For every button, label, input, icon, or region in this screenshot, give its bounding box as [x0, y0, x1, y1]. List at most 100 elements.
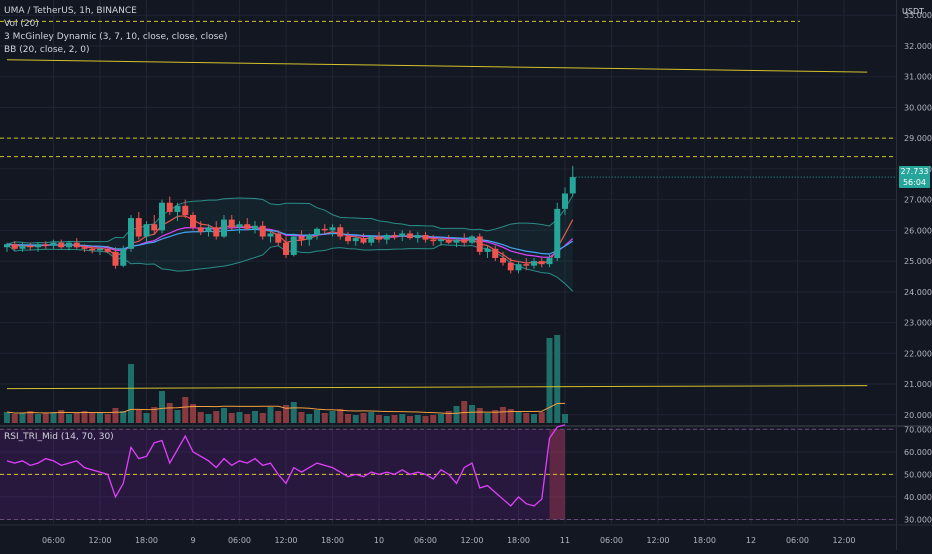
volume-bar	[11, 414, 18, 423]
volume-bar	[376, 415, 382, 423]
time-tick-label: 12:00	[274, 536, 297, 545]
rsi-line	[6, 424, 566, 507]
candle-body	[228, 219, 235, 228]
time-tick-label: 06:00	[42, 536, 65, 545]
quote-currency: USDT	[902, 7, 924, 16]
time-tick-label: 9	[190, 536, 195, 545]
time-tick-label: 06:00	[600, 536, 623, 545]
volume-bar	[97, 412, 103, 423]
volume-bar	[469, 405, 475, 423]
price-tick-label: 30.000	[904, 103, 932, 112]
candle-body	[376, 236, 382, 240]
volume-bar	[329, 411, 336, 423]
volume-bar	[430, 415, 437, 423]
candle-body	[314, 228, 320, 235]
mcginley-legend[interactable]: 3 McGinley Dynamic (3, 7, 10, close, clo…	[4, 32, 228, 42]
candle-body	[259, 225, 266, 237]
time-tick-label: 12:00	[832, 536, 855, 545]
time-tick-label: 12:00	[88, 536, 111, 545]
volume-bar	[73, 413, 80, 423]
volume-bar	[50, 412, 57, 423]
time-tick-label: 06:00	[414, 536, 437, 545]
candle-body	[81, 247, 88, 249]
volume-legend[interactable]: Vol (20)	[4, 19, 39, 29]
candle-body	[50, 242, 57, 246]
candle-body	[492, 248, 499, 259]
candle-body	[484, 248, 491, 252]
volume-bar	[143, 413, 150, 423]
time-tick-label: 18:00	[321, 536, 344, 545]
candle-body	[283, 242, 289, 255]
volume-bar	[500, 407, 506, 423]
volume-bar	[128, 364, 134, 423]
volume-bar	[298, 412, 305, 423]
volume-bar	[391, 415, 398, 423]
candle-body	[120, 248, 127, 266]
symbol-title[interactable]: UMA / TetherUS, 1h, BINANCE	[4, 6, 137, 16]
candle-body	[135, 218, 142, 237]
candle-body	[445, 239, 452, 243]
rsi-tick-label: 40.000	[904, 493, 932, 502]
drawn-lines	[0, 20, 896, 390]
volume-bar	[414, 415, 421, 423]
candle-body	[430, 239, 437, 242]
rsi-legend[interactable]: RSI_TRI_Mid (14, 70, 30)	[4, 432, 114, 442]
price-tick-label: 26.000	[904, 226, 932, 235]
time-tick-label: 10	[374, 536, 384, 545]
volume-bar	[492, 410, 499, 423]
price-tick-label: 31.000	[904, 73, 932, 82]
rsi-tick-label: 60.000	[904, 448, 932, 457]
volume-bar	[283, 405, 289, 423]
price-tick-label: 20.000	[904, 411, 932, 420]
bb-legend[interactable]: BB (20, close, 2, 0)	[4, 45, 90, 55]
candle-body	[515, 264, 522, 271]
candle-body	[11, 244, 18, 249]
volume-bar	[244, 414, 251, 423]
rsi-overbought-highlight	[549, 429, 565, 520]
candle-body	[422, 234, 429, 240]
candle-body	[267, 233, 274, 237]
candle-body	[73, 242, 80, 248]
candle-body	[190, 215, 196, 228]
candle-body	[360, 238, 367, 243]
candle-body	[19, 245, 26, 249]
price-tick-label: 27.000	[904, 196, 932, 205]
volume-bar	[104, 414, 111, 423]
candle-body	[476, 236, 483, 252]
volume-bar	[267, 407, 274, 423]
candle-body	[383, 234, 390, 240]
volume-bar	[42, 413, 49, 423]
candle-body	[205, 227, 212, 232]
volume-bar	[562, 414, 568, 423]
volume-bar	[383, 416, 390, 423]
candle-body	[546, 258, 553, 265]
price-tick-label: 22.000	[904, 349, 932, 358]
volume-bar	[368, 412, 375, 423]
volume-bar	[399, 414, 406, 423]
candle-body	[97, 248, 103, 251]
candle-body	[438, 239, 444, 242]
time-tick-label: 18:00	[135, 536, 158, 545]
candle-body	[58, 242, 65, 248]
candle-body	[236, 224, 243, 228]
candle-body	[143, 224, 150, 237]
volume-bar	[81, 411, 88, 423]
volume-bar	[515, 411, 522, 423]
price-tick-label: 33.000	[904, 11, 932, 20]
candle-body	[221, 219, 227, 237]
volume-bar	[252, 411, 258, 423]
time-tick-label: 18:00	[507, 536, 530, 545]
volume-bar	[314, 410, 320, 423]
volume-bar	[197, 412, 204, 423]
candle-body	[244, 224, 251, 229]
candle-body	[321, 228, 328, 231]
rsi-tick-label: 30.000	[904, 515, 932, 524]
candle-body	[42, 244, 49, 246]
volume-bar	[461, 401, 468, 423]
price-tick-label: 32.000	[904, 42, 932, 51]
volume-bar	[407, 416, 413, 423]
volume-bar	[445, 411, 452, 423]
volume-bar	[228, 413, 235, 423]
candle-body	[128, 218, 134, 249]
